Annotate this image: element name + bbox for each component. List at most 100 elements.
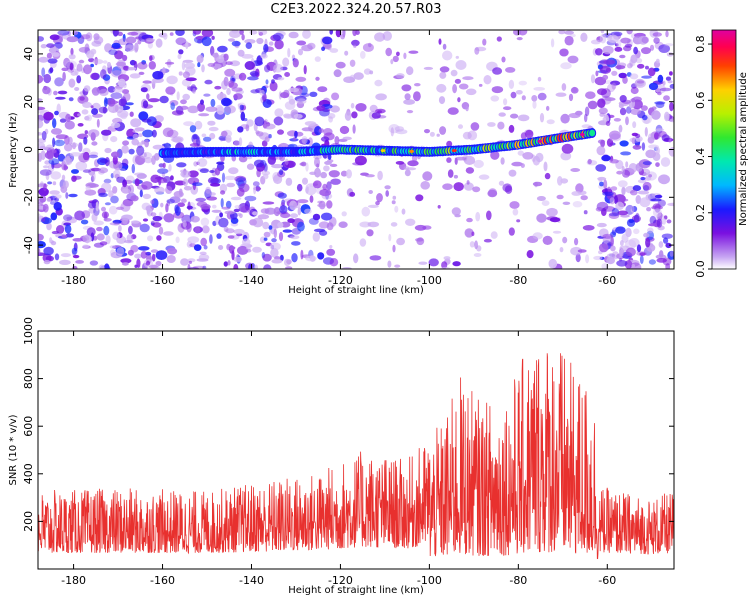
noise-blob: [157, 168, 169, 174]
noise-blob: [116, 176, 126, 183]
noise-blob: [154, 186, 165, 194]
noise-blob: [415, 194, 424, 202]
noise-blob: [192, 30, 202, 35]
noise-blob: [475, 211, 481, 222]
noise-blob: [342, 136, 352, 141]
noise-blob: [323, 127, 333, 136]
noise-blob: [141, 118, 152, 123]
noise-blob: [54, 110, 59, 116]
noise-blob: [127, 249, 134, 256]
noise-blob: [141, 60, 147, 65]
noise-blob: [621, 186, 626, 196]
noise-blob: [329, 245, 333, 249]
noise-blob: [404, 93, 411, 101]
noise-blob: [637, 190, 650, 195]
noise-blob: [366, 229, 374, 237]
noise-blob: [224, 105, 236, 114]
noise-blob: [644, 127, 648, 137]
noise-blob: [316, 105, 326, 111]
noise-blob: [639, 252, 646, 256]
noise-blob: [162, 67, 166, 76]
noise-blob: [293, 113, 303, 119]
noise-blob: [231, 250, 235, 261]
noise-blob: [483, 75, 492, 85]
noise-blob: [503, 106, 512, 111]
noise-blob: [39, 145, 46, 150]
noise-blob: [455, 60, 467, 70]
noise-blob: [187, 236, 200, 244]
noise-blob: [123, 65, 129, 71]
noise-blob: [438, 38, 442, 45]
noise-blob: [655, 162, 660, 168]
noise-blob: [163, 213, 175, 223]
noise-blob: [292, 58, 299, 68]
noise-blob: [244, 195, 257, 202]
noise-blob: [487, 189, 498, 198]
noise-blob: [221, 172, 226, 183]
noise-blob: [595, 164, 607, 172]
noise-blob: [660, 157, 671, 167]
noise-blob: [183, 185, 192, 191]
noise-blob: [280, 92, 289, 99]
noise-blob: [657, 74, 664, 83]
noise-blob: [110, 122, 121, 129]
bottom-y-axis-label: SNR (10 * v/v): [8, 414, 19, 485]
noise-blob: [618, 72, 627, 79]
noise-blob: [669, 102, 674, 112]
noise-blob: [195, 197, 206, 202]
noise-blob: [108, 105, 114, 112]
noise-blob: [633, 228, 640, 235]
noise-blob: [329, 48, 339, 53]
noise-blob: [442, 50, 453, 61]
noise-blob: [151, 155, 156, 165]
noise-blob: [582, 225, 595, 231]
noise-blob: [333, 69, 342, 78]
noise-blob: [139, 189, 143, 198]
noise-blob: [483, 238, 492, 243]
noise-blob: [632, 144, 642, 150]
noise-blob: [190, 215, 200, 223]
noise-blob: [408, 50, 419, 54]
bottom-x-ticks: -180 -160 -140 -120 -100 -80 -60: [61, 331, 616, 587]
noise-blob: [38, 36, 44, 42]
noise-blob: [210, 45, 215, 56]
noise-blob: [88, 154, 98, 159]
noise-blob: [392, 244, 396, 253]
noise-blob: [232, 140, 240, 146]
noise-blob: [301, 127, 313, 132]
noise-blob: [593, 255, 603, 261]
noise-blob: [463, 155, 476, 165]
signal-track: [158, 128, 597, 159]
noise-blob: [112, 231, 120, 240]
noise-blob: [652, 203, 662, 210]
noise-blob: [649, 215, 657, 225]
noise-blob: [446, 157, 452, 163]
noise-blob: [631, 205, 635, 214]
noise-blob: [285, 177, 293, 186]
noise-blob: [625, 227, 632, 238]
noise-blob: [199, 168, 209, 173]
noise-blob: [233, 140, 241, 146]
noise-blob: [197, 102, 205, 112]
noise-blob: [293, 202, 301, 209]
noise-blob: [382, 31, 392, 41]
noise-blob: [304, 121, 317, 126]
noise-blob: [606, 257, 615, 265]
noise-blob: [584, 106, 590, 117]
noise-blob: [640, 176, 646, 181]
noise-blob: [457, 97, 461, 103]
noise-blob: [200, 203, 211, 210]
noise-blob: [654, 132, 659, 140]
noise-blob: [65, 192, 69, 199]
noise-blob: [392, 55, 399, 63]
noise-blob: [67, 136, 73, 145]
noise-blob: [56, 148, 61, 154]
noise-blob: [658, 44, 670, 53]
noise-blob: [541, 200, 550, 207]
noise-blob: [178, 49, 184, 55]
noise-blob: [643, 232, 650, 238]
noise-blob: [587, 158, 592, 165]
noise-blob: [603, 179, 608, 190]
noise-blob: [230, 196, 242, 201]
noise-blob: [104, 147, 112, 154]
